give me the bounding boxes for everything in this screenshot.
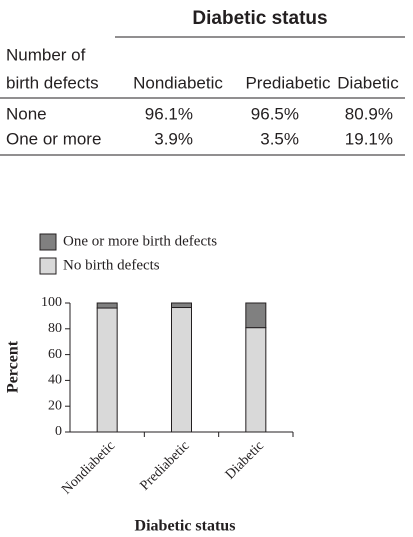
row-label: One or more <box>6 129 101 148</box>
y-axis-label: Percent <box>5 340 22 393</box>
legend-swatch <box>39 233 57 251</box>
bar-segment <box>171 302 192 309</box>
cell: 3.9% <box>154 129 193 148</box>
row-header: birth defects <box>6 73 99 92</box>
cell: 19.1% <box>345 129 393 148</box>
x-axis-label: Diabetic status <box>135 518 236 535</box>
legend-label: No birth defects <box>63 257 160 273</box>
row-label: None <box>6 104 47 123</box>
bar-segment <box>245 302 267 329</box>
x-tick-label: Nondiabetic <box>59 438 118 497</box>
cell: 96.5% <box>251 104 299 123</box>
y-tick-label: 40 <box>48 373 62 388</box>
column-header: Nondiabetic <box>133 73 223 92</box>
row-header: Number of <box>6 45 86 64</box>
y-tick-label: 20 <box>48 398 62 413</box>
bar-segment <box>96 302 118 309</box>
bar-segment <box>245 327 267 433</box>
table-title: Diabetic status <box>192 8 327 29</box>
y-tick-label: 100 <box>41 295 62 310</box>
y-tick-label: 80 <box>48 321 62 336</box>
column-header: Prediabetic <box>245 73 331 92</box>
y-tick-label: 0 <box>55 424 62 439</box>
x-tick-label: Diabetic <box>223 438 267 482</box>
cell: 80.9% <box>345 104 393 123</box>
y-tick-label: 60 <box>48 347 62 362</box>
bar-segment <box>96 307 118 433</box>
cell: 3.5% <box>260 129 299 148</box>
bar-segment <box>171 307 192 433</box>
column-header: Diabetic <box>337 73 399 92</box>
legend-label: One or more birth defects <box>63 233 217 249</box>
x-tick-label: Prediabetic <box>137 438 192 493</box>
cell: 96.1% <box>145 104 193 123</box>
legend-swatch <box>39 257 57 275</box>
